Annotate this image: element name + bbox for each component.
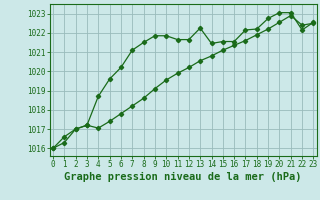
X-axis label: Graphe pression niveau de la mer (hPa): Graphe pression niveau de la mer (hPa)	[64, 172, 302, 182]
